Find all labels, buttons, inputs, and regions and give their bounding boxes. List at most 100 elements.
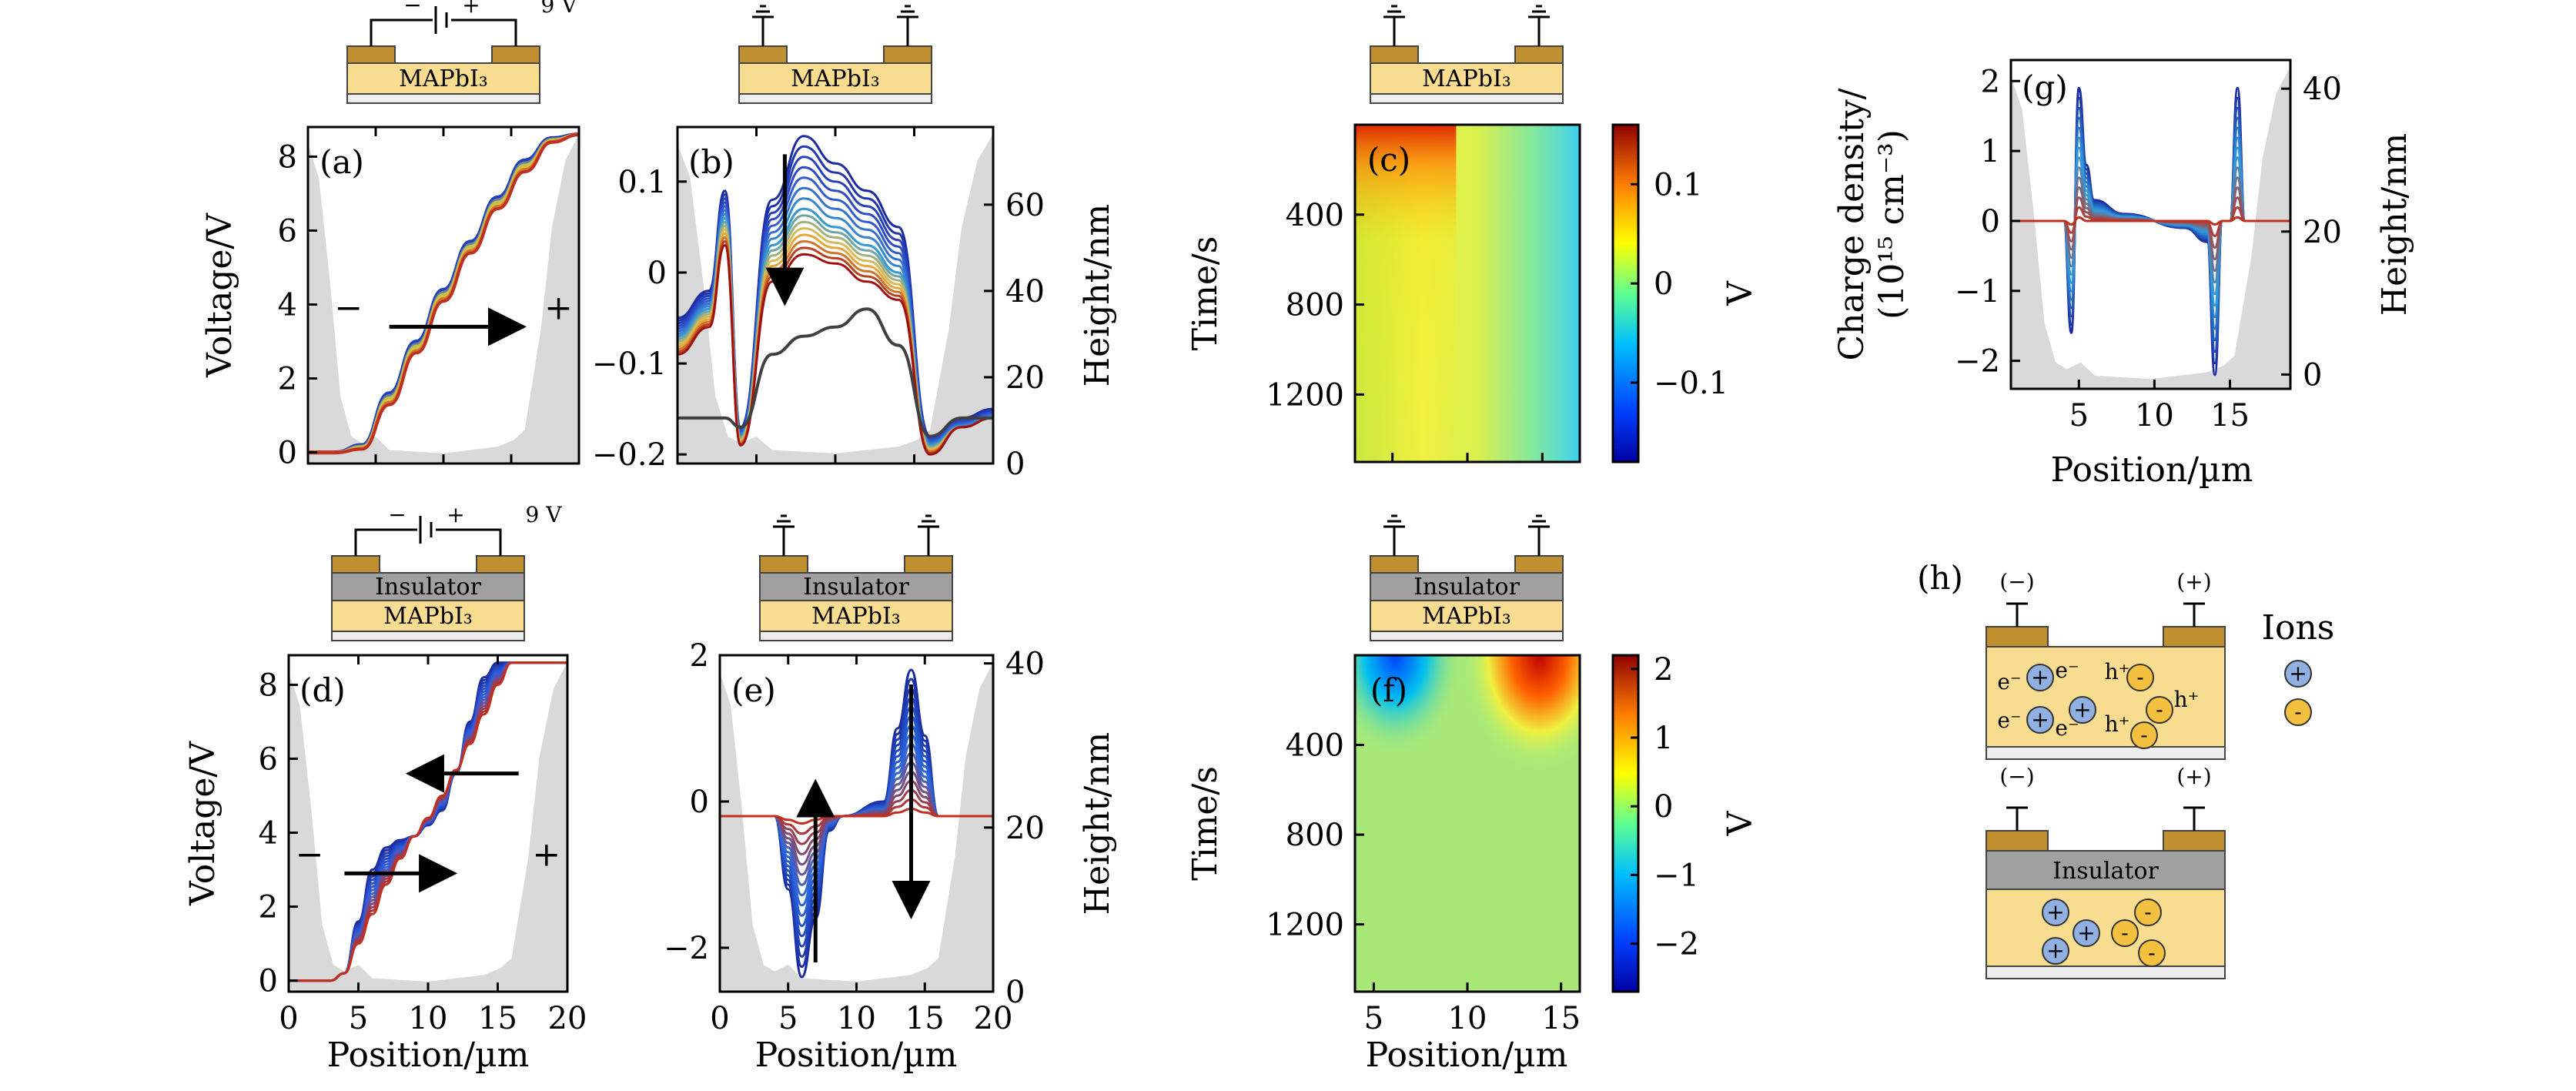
- legend-cation-symbol: +: [2289, 661, 2307, 686]
- x-tick-label: 0: [710, 1001, 729, 1036]
- x-tick-label: 5: [1364, 1001, 1383, 1036]
- bias-value: 9 V: [541, 0, 578, 18]
- colorbar-tick-label: 0: [1654, 789, 1673, 825]
- y-tick-label: −2: [1955, 344, 2000, 380]
- voltage-bundle-a: [308, 133, 580, 454]
- cation-h1-symbol: +: [2073, 697, 2091, 722]
- bias-plus: +: [462, 0, 480, 18]
- ylabel-g-line1: Charge density/: [1832, 88, 1872, 360]
- insulator-label: Insulator: [375, 574, 481, 601]
- y-tick-label: −2: [664, 931, 709, 966]
- y2-tick-label: 0: [1005, 447, 1025, 482]
- colorbar-tick-label: 2: [1654, 652, 1673, 688]
- panel-label-c: (c): [1367, 141, 1410, 179]
- frame-g: [2009, 59, 2292, 390]
- device-b: MAPbI₃: [738, 45, 932, 104]
- mapbi3-layer: [1370, 600, 1564, 632]
- electrode-label-plus-1: (+): [2176, 569, 2211, 594]
- substrate-layer: [331, 631, 525, 641]
- colorbar-tick-label: 0: [1654, 266, 1673, 302]
- mapbi3-layer: [1370, 62, 1564, 95]
- left-electrode: [738, 45, 788, 64]
- mapbi3-label: MAPbI₃: [811, 603, 901, 630]
- charge-line-g: [2018, 166, 2290, 284]
- x-tick-label: 5: [2069, 398, 2089, 433]
- panel-label-h: (h): [1917, 559, 1963, 597]
- insulator-layer-h2: [1986, 850, 2226, 890]
- charge-line-e: [719, 770, 993, 866]
- charge-line-e: [719, 751, 993, 886]
- y-tick-label: −1: [1955, 274, 2000, 310]
- mapbi3-label: MAPbI₃: [399, 65, 488, 92]
- left-electrode: [759, 555, 808, 574]
- substrate-h1: [1986, 746, 2226, 760]
- xlabel-e: Position/µm: [755, 1036, 958, 1075]
- electrode-label-minus-1: (−): [1999, 569, 2034, 594]
- panel-label-f: (f): [1370, 671, 1407, 709]
- legend-anion-symbol: -: [2294, 699, 2301, 725]
- y-tick-label: 0: [1981, 204, 2000, 239]
- height-profile-d: [289, 661, 567, 992]
- charge-line-e: [719, 761, 993, 876]
- x-tick-label: 10: [2135, 398, 2174, 433]
- x-tick-label: 15: [905, 1001, 945, 1036]
- legend-anion: [2284, 698, 2312, 726]
- bias-minus: −: [403, 0, 421, 18]
- ylabel-c: Time/s: [1186, 236, 1225, 351]
- left-electrode-h2: [1986, 830, 2049, 852]
- bias-minus: −: [388, 502, 406, 527]
- y2-tick-label: 20: [1005, 360, 1045, 396]
- electron-label: e⁻: [1997, 708, 2021, 733]
- y-tick-label: 6: [259, 741, 278, 777]
- x-tick-label: 10: [409, 1001, 448, 1036]
- electrode-label-plus-2: (+): [2176, 764, 2211, 789]
- anion-h2-symbol: -: [2144, 899, 2151, 925]
- left-electrode: [1370, 45, 1419, 64]
- insulator-layer: [331, 572, 525, 601]
- anion-h1-symbol: -: [2136, 664, 2143, 690]
- x-tick-label: 10: [837, 1001, 876, 1036]
- mapbi3-label: MAPbI₃: [791, 65, 880, 92]
- mapbi3-layer-h2: [1986, 889, 2226, 967]
- anion-h1-symbol: -: [2140, 722, 2147, 748]
- x-tick-label: 20: [548, 1001, 587, 1036]
- y2-tick-label: 40: [2303, 72, 2342, 107]
- substrate-layer: [1370, 631, 1564, 641]
- charge-line-e: [719, 779, 993, 855]
- anion-h2-symbol: -: [2121, 920, 2128, 945]
- electrode-label-minus-2: (−): [1999, 764, 2034, 789]
- bias-value: 9 V: [526, 502, 563, 527]
- ions-legend-title: Ions: [2262, 608, 2335, 648]
- y-tick-label: 8: [259, 668, 278, 703]
- colorbar-tick-label: −2: [1654, 927, 1699, 962]
- left-electrode: [1370, 555, 1419, 574]
- cation-h2: [2042, 899, 2069, 926]
- colorbar-tick-label: 0.1: [1654, 167, 1703, 202]
- kpfm-line-b: [677, 243, 994, 456]
- colorbar-label-c: V: [1721, 280, 1760, 306]
- y2-tick-label: 0: [2303, 357, 2322, 393]
- hole-label: h⁺: [2105, 659, 2130, 684]
- y2label-e: Height/nm: [1078, 732, 1117, 915]
- x-tick-label: 0: [279, 1001, 298, 1036]
- y2-tick-label: 40: [1005, 274, 1045, 310]
- voltage-line-d: [289, 661, 567, 982]
- height-profile-a: [308, 133, 579, 464]
- xlabel-d: Position/µm: [327, 1036, 530, 1075]
- anion-h2-symbol: -: [2148, 940, 2155, 966]
- y-tick-label: −0.1: [592, 346, 667, 382]
- y-tick-label: 800: [1286, 818, 1344, 853]
- y2-tick-label: 0: [1005, 975, 1025, 1010]
- height-profile-b: [677, 133, 993, 464]
- y2label-g: Height/nm: [2375, 133, 2414, 316]
- y-tick-label: 1200: [1266, 908, 1344, 943]
- substrate-layer: [738, 93, 932, 104]
- cation-h1-symbol: +: [2031, 707, 2049, 732]
- bias-wire-left: [354, 528, 417, 556]
- minus-sign-a: −: [334, 289, 363, 328]
- mapbi3-label: MAPbI₃: [383, 603, 473, 630]
- panel-label-d: (d): [299, 671, 346, 709]
- hole-label: h⁺: [2174, 687, 2200, 712]
- anion-h2: [2138, 939, 2166, 967]
